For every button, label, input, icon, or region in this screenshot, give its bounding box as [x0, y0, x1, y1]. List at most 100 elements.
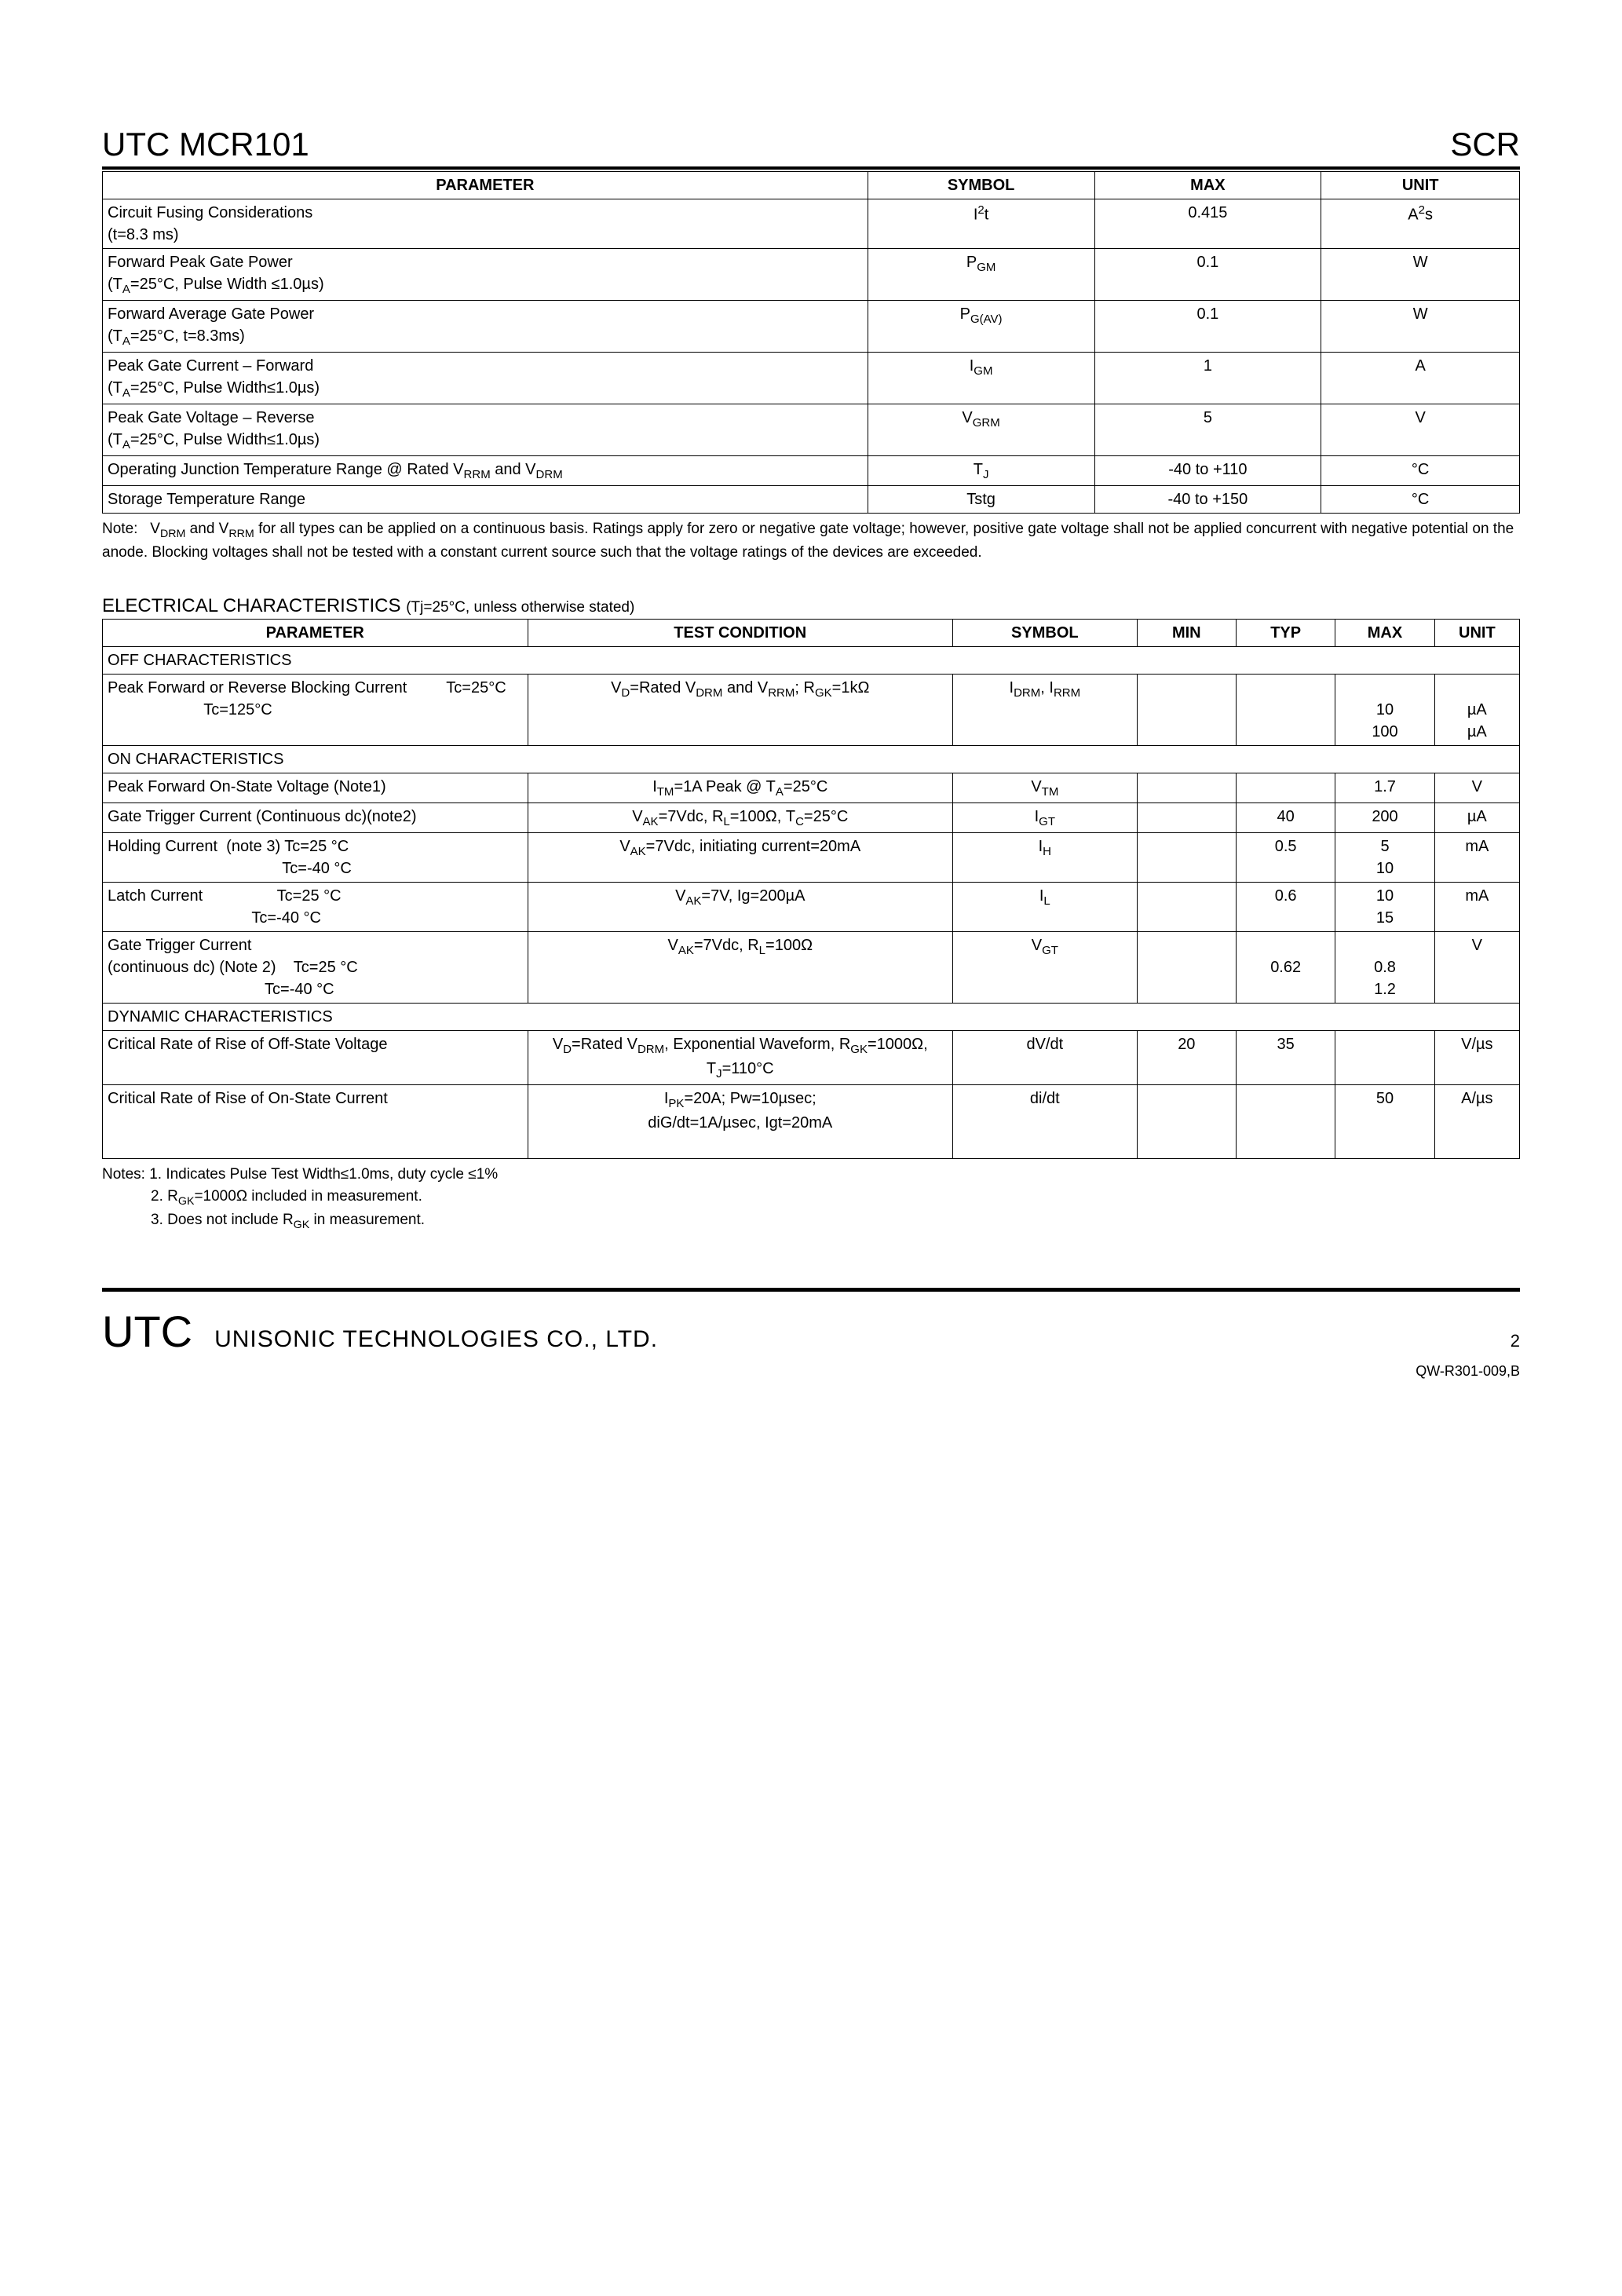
cell-param: Holding Current (note 3) Tc=25 °C Tc=-40… — [103, 833, 528, 883]
cell-unit: V — [1434, 773, 1519, 803]
cell-unit: mA — [1434, 883, 1519, 932]
electrical-table: PARAMETER TEST CONDITION SYMBOL MIN TYP … — [102, 619, 1520, 1159]
cell-condition: VD=Rated VDRM and VRRM; RGK=1kΩ — [528, 675, 953, 746]
cell-condition: VAK=7Vdc, RL=100Ω — [528, 932, 953, 1004]
cell-min — [1137, 803, 1236, 833]
cell-symbol: VGT — [953, 932, 1138, 1004]
cell-max: 0.415 — [1094, 199, 1321, 249]
note-line: 3. Does not include RGK in measurement. — [102, 1209, 1520, 1233]
col-typ: TYP — [1236, 620, 1335, 647]
cell-max: 0.1 — [1094, 249, 1321, 301]
cell-unit: A2s — [1321, 199, 1520, 249]
cell-max: 0.81.2 — [1335, 932, 1434, 1004]
company-logo: UTC — [102, 1306, 192, 1357]
cell-max: 1 — [1094, 353, 1321, 404]
footer-left: UTC UNISONIC TECHNOLOGIES CO., LTD. — [102, 1306, 658, 1357]
cell-param: Circuit Fusing Considerations(t=8.3 ms) — [103, 199, 868, 249]
cell-min — [1137, 833, 1236, 883]
cell-unit: V/µs — [1434, 1031, 1519, 1085]
note-block-2: Notes: 1. Indicates Pulse Test Width≤1.0… — [102, 1164, 1520, 1233]
note-line: 2. RGK=1000Ω included in measurement. — [102, 1186, 1520, 1209]
cell-unit: V — [1321, 404, 1520, 456]
cell-min: 20 — [1137, 1031, 1236, 1085]
cell-max: 510 — [1335, 833, 1434, 883]
cell-symbol: IGT — [953, 803, 1138, 833]
section-title: ON CHARACTERISTICS — [103, 746, 1520, 773]
col-max: MAX — [1335, 620, 1434, 647]
section-title: DYNAMIC CHARACTERISTICS — [103, 1004, 1520, 1031]
table-row: Peak Gate Voltage – Reverse(TA=25°C, Pul… — [103, 404, 1520, 456]
col-unit: UNIT — [1434, 620, 1519, 647]
cell-param: Critical Rate of Rise of On-State Curren… — [103, 1085, 528, 1159]
table-row: Gate Trigger Current (Continuous dc)(not… — [103, 803, 1520, 833]
cell-symbol: VTM — [953, 773, 1138, 803]
cell-symbol: IDRM, IRRM — [953, 675, 1138, 746]
cell-symbol: IGM — [868, 353, 1094, 404]
cell-max: -40 to +150 — [1094, 486, 1321, 514]
note-line: Notes: 1. Indicates Pulse Test Width≤1.0… — [102, 1164, 1520, 1186]
cell-max: -40 to +110 — [1094, 456, 1321, 486]
table-row: Storage Temperature Range Tstg -40 to +1… — [103, 486, 1520, 514]
cell-symbol: PGM — [868, 249, 1094, 301]
page-number: 2 — [1511, 1331, 1520, 1351]
cell-min — [1137, 932, 1236, 1004]
table-row: Holding Current (note 3) Tc=25 °C Tc=-40… — [103, 833, 1520, 883]
cell-condition: ITM=1A Peak @ TA=25°C — [528, 773, 953, 803]
cell-unit: A — [1321, 353, 1520, 404]
cell-condition: VAK=7V, Ig=200µA — [528, 883, 953, 932]
section-header-row: ON CHARACTERISTICS — [103, 746, 1520, 773]
table-row: Peak Gate Current – Forward(TA=25°C, Pul… — [103, 353, 1520, 404]
section-header-row: OFF CHARACTERISTICS — [103, 647, 1520, 675]
table-header-row: PARAMETER SYMBOL MAX UNIT — [103, 172, 1520, 199]
cell-typ: 0.5 — [1236, 833, 1335, 883]
cell-unit: µAµA — [1434, 675, 1519, 746]
cell-typ: 0.6 — [1236, 883, 1335, 932]
ratings-table: PARAMETER SYMBOL MAX UNIT Circuit Fusing… — [102, 171, 1520, 514]
col-min: MIN — [1137, 620, 1236, 647]
table-row: Critical Rate of Rise of Off-State Volta… — [103, 1031, 1520, 1085]
cell-symbol: I2t — [868, 199, 1094, 249]
note-prefix: Note: — [102, 521, 137, 537]
cell-symbol: Tstg — [868, 486, 1094, 514]
cell-max: 50 — [1335, 1085, 1434, 1159]
cell-param: Storage Temperature Range — [103, 486, 868, 514]
cell-param: Latch Current Tc=25 °C Tc=-40 °C — [103, 883, 528, 932]
section-title-electrical: ELECTRICAL CHARACTERISTICS (Tj=25°C, unl… — [102, 595, 1520, 617]
cell-max: 10100 — [1335, 675, 1434, 746]
cell-symbol: di/dt — [953, 1085, 1138, 1159]
cell-symbol: dV/dt — [953, 1031, 1138, 1085]
cell-unit: A/µs — [1434, 1085, 1519, 1159]
note-body: VDRM and VRRM for all types can be appli… — [102, 521, 1514, 561]
document-code: QW-R301-009,B — [102, 1363, 1520, 1380]
table-row: Gate Trigger Current(continuous dc) (Not… — [103, 932, 1520, 1004]
col-parameter: PARAMETER — [103, 172, 868, 199]
cell-condition: VAK=7Vdc, RL=100Ω, TC=25°C — [528, 803, 953, 833]
cell-typ: 0.62 — [1236, 932, 1335, 1004]
cell-min — [1137, 1085, 1236, 1159]
cell-unit: mA — [1434, 833, 1519, 883]
cell-symbol: VGRM — [868, 404, 1094, 456]
page-header: UTC MCR101 SCR — [102, 126, 1520, 170]
cell-min — [1137, 773, 1236, 803]
device-type: SCR — [1450, 126, 1520, 163]
note-block-1: Note: VDRM and VRRM for all types can be… — [102, 518, 1520, 564]
col-symbol: SYMBOL — [868, 172, 1094, 199]
cell-param: Critical Rate of Rise of Off-State Volta… — [103, 1031, 528, 1085]
table-row: Forward Average Gate Power(TA=25°C, t=8.… — [103, 301, 1520, 353]
cell-max: 200 — [1335, 803, 1434, 833]
cell-typ: 35 — [1236, 1031, 1335, 1085]
col-unit: UNIT — [1321, 172, 1520, 199]
cell-param: Peak Forward or Reverse Blocking Current… — [103, 675, 528, 746]
cell-param: Operating Junction Temperature Range @ R… — [103, 456, 868, 486]
cell-min — [1137, 675, 1236, 746]
cell-param: Forward Peak Gate Power(TA=25°C, Pulse W… — [103, 249, 868, 301]
cell-typ — [1236, 1085, 1335, 1159]
page-footer: UTC UNISONIC TECHNOLOGIES CO., LTD. 2 — [102, 1288, 1520, 1357]
cell-condition: IPK=20A; Pw=10µsec;diG/dt=1A/µsec, Igt=2… — [528, 1085, 953, 1159]
cell-typ: 40 — [1236, 803, 1335, 833]
cell-param: Forward Average Gate Power(TA=25°C, t=8.… — [103, 301, 868, 353]
table-row: Peak Forward On-State Voltage (Note1) IT… — [103, 773, 1520, 803]
cell-symbol: TJ — [868, 456, 1094, 486]
cell-max: 0.1 — [1094, 301, 1321, 353]
cell-symbol: PG(AV) — [868, 301, 1094, 353]
